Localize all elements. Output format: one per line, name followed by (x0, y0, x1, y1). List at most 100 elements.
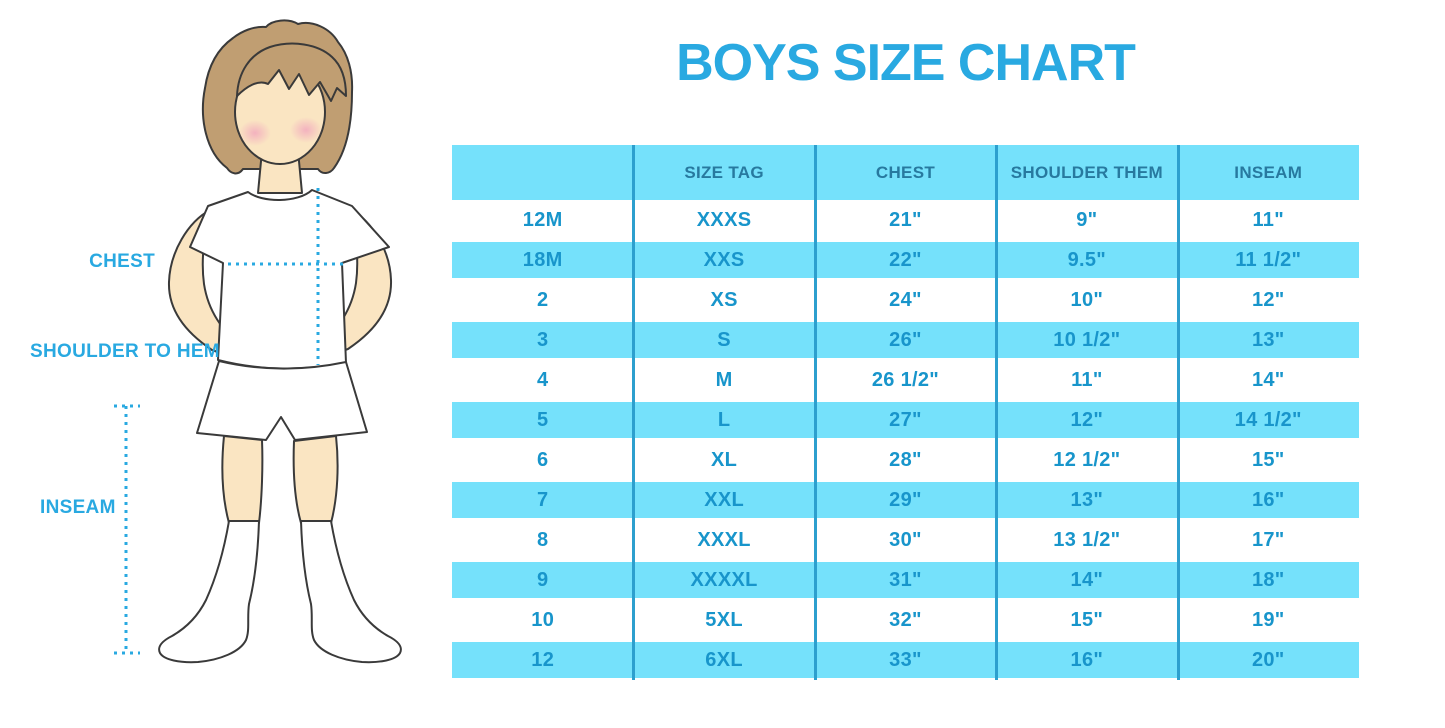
table-row: 12M XXXS 21" 9" 11" (452, 200, 1359, 240)
column-divider-line (1176, 145, 1180, 680)
table-cell: XXL (704, 489, 744, 511)
table-cell: 33" (889, 649, 922, 671)
table-cell: 6 (536, 449, 549, 471)
table-row: 5 L 27" 12" 14 1/2" (452, 400, 1359, 440)
table-cell: 26" (889, 329, 922, 351)
size-table-header-row: SIZE TAG CHEST SHOULDER THEM INSEAM (452, 145, 1359, 200)
shorts-shape (196, 360, 368, 441)
table-cell: 14 1/2" (1234, 409, 1302, 431)
table-cell: 4 (536, 369, 549, 391)
table-row: 7 XXL 29" 13" 16" (452, 480, 1359, 520)
table-cell: 18" (1251, 569, 1285, 591)
table-row: 12 6XL 33" 16" 20" (452, 640, 1359, 680)
column-divider-line (995, 145, 999, 680)
table-cell: 26 1/2" (871, 369, 940, 391)
table-cell: 15" (1070, 609, 1104, 631)
right-cheek-blush (290, 117, 322, 143)
table-cell: 14" (1251, 369, 1285, 391)
table-cell: 17" (1251, 529, 1285, 551)
table-cell: 5 (536, 409, 549, 431)
table-cell: S (717, 329, 731, 351)
table-cell: 10 1/2" (1053, 329, 1121, 351)
table-cell: XL (711, 449, 738, 471)
table-cell: 13" (1251, 329, 1285, 351)
table-row: 9 XXXXL 31" 14" 18" (452, 560, 1359, 600)
table-cell: 16" (1251, 489, 1285, 511)
table-cell: 9" (1076, 209, 1098, 231)
table-cell: 15" (1251, 449, 1285, 471)
table-cell: 12 1/2" (1053, 449, 1121, 471)
size-table-body: 12M XXXS 21" 9" 11" 18M XXS 22" 9.5" 11 1/2" 2 XS 24… (452, 200, 1359, 680)
table-cell: 20" (1251, 649, 1285, 671)
table-cell: 11" (1252, 209, 1285, 231)
header-cell-chest: CHEST (875, 163, 936, 182)
header-cell-shoulder: SHOULDER THEM (1010, 163, 1163, 182)
boy-figure-svg (114, 19, 402, 664)
table-cell: 9.5" (1067, 249, 1107, 271)
table-cell: XXXS (696, 209, 752, 231)
table-cell: 19" (1251, 609, 1285, 631)
table-cell: 12" (1251, 289, 1285, 311)
table-cell: 10 (531, 609, 555, 631)
boy-figure-illustration (0, 0, 450, 723)
table-cell: 24" (889, 289, 922, 311)
column-divider-line (632, 145, 636, 680)
table-row: 4 M 26 1/2" 11" 14" (452, 360, 1359, 400)
table-cell: 27" (889, 409, 922, 431)
table-cell: 29" (889, 489, 922, 511)
table-cell: L (717, 409, 731, 431)
chest-label: CHEST (89, 251, 155, 272)
table-cell: 8 (536, 529, 549, 551)
table-cell: 28" (889, 449, 922, 471)
table-cell: M (715, 369, 733, 391)
left-arm-shape (167, 209, 244, 361)
left-sock-shape (158, 520, 260, 664)
table-cell: 16" (1070, 649, 1104, 671)
size-table: SIZE TAG CHEST SHOULDER THEM INSEAM 12M X… (452, 145, 1359, 680)
table-cell: 12M (522, 209, 563, 231)
table-cell: 22" (889, 249, 922, 271)
right-leg-shape (292, 435, 339, 524)
column-divider-line (813, 145, 817, 680)
table-cell: 5XL (705, 609, 743, 631)
table-cell: 13" (1070, 489, 1104, 511)
shoulder-to-hem-label: SHOULDER TO HEM (30, 341, 220, 362)
table-cell: 7 (536, 489, 549, 511)
hair-fringe-shape (236, 42, 347, 102)
table-row: 8 XXXL 30" 13 1/2" 17" (452, 520, 1359, 560)
table-cell: 11 1/2" (1235, 249, 1302, 271)
table-cell: 31" (889, 569, 922, 591)
table-cell: 13 1/2" (1053, 529, 1121, 551)
table-row: 10 5XL 32" 15" 19" (452, 600, 1359, 640)
table-row: 2 XS 24" 10" 12" (452, 280, 1359, 320)
table-cell: 32" (889, 609, 922, 631)
table-cell: 3 (536, 329, 549, 351)
header-cell-size-tag: SIZE TAG (684, 163, 764, 182)
table-cell: XS (710, 289, 738, 311)
table-cell: 11" (1071, 369, 1103, 391)
left-leg-shape (221, 435, 264, 524)
table-cell: 12 (531, 649, 555, 671)
table-row: 3 S 26" 10 1/2" 13" (452, 320, 1359, 360)
table-cell: 21" (889, 209, 922, 231)
table-cell: 2 (536, 289, 549, 311)
page-title: BOYS SIZE CHART (676, 34, 1136, 92)
table-cell: 18M (522, 249, 563, 271)
left-cheek-blush (239, 120, 271, 146)
header-cell-size (452, 145, 633, 200)
table-row: 18M XXS 22" 9.5" 11 1/2" (452, 240, 1359, 280)
table-cell: XXXXL (690, 569, 758, 591)
right-sock-shape (300, 520, 402, 664)
inseam-label: INSEAM (40, 497, 116, 518)
table-cell: 12" (1070, 409, 1104, 431)
table-cell: 10" (1070, 289, 1104, 311)
table-cell: XXXL (697, 529, 751, 551)
table-cell: 9 (536, 569, 549, 591)
table-row: 6 XL 28" 12 1/2" 15" (452, 440, 1359, 480)
table-cell: 30" (889, 529, 922, 551)
table-cell: XXS (703, 249, 745, 271)
table-cell: 14" (1070, 569, 1104, 591)
table-cell: 6XL (705, 649, 743, 671)
header-cell-inseam: INSEAM (1234, 163, 1303, 182)
